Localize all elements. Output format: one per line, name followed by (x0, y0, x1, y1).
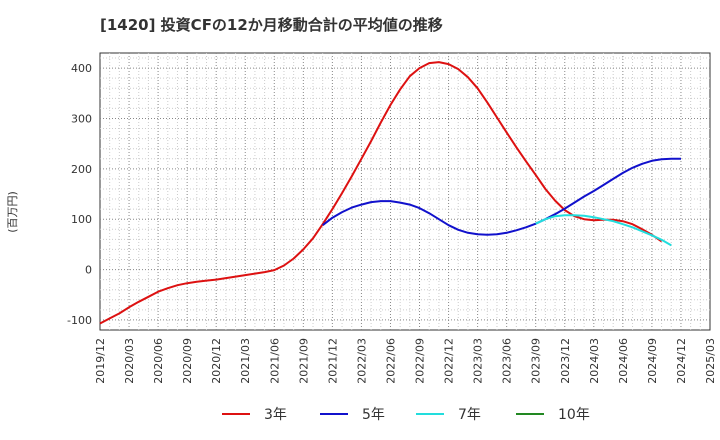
series-line (99, 61, 663, 325)
y-tick-label: 300 (71, 112, 92, 125)
legend: 3年 5年 7年 10年 (222, 407, 590, 423)
y-tick-label: 0 (85, 264, 92, 277)
chart-title: [1420] 投資CFの12か月移動合計の平均値の推移 (100, 16, 443, 34)
x-tick-label: 2023/09 (530, 338, 543, 384)
series-line (535, 214, 672, 247)
x-tick-label: 2022/03 (355, 338, 368, 384)
legend-label: 7年 (458, 407, 481, 423)
x-tick-label: 2021/09 (297, 338, 310, 384)
x-tick-label: 2024/12 (675, 338, 688, 384)
x-tick-label: 2021/03 (239, 338, 252, 384)
x-tick-label: 2022/06 (384, 338, 397, 384)
x-tick-label: 2021/12 (326, 338, 339, 384)
legend-label: 5年 (362, 407, 385, 423)
y-tick-label: 200 (71, 163, 92, 176)
x-tick-label: 2021/06 (268, 338, 281, 384)
legend-label: 3年 (264, 407, 287, 423)
x-tick-label: 2024/06 (617, 338, 630, 384)
x-tick-label: 2020/03 (123, 338, 136, 384)
y-tick-label: -100 (67, 314, 92, 327)
x-tick-label: 2020/12 (210, 338, 223, 384)
x-tick-label: 2022/09 (414, 338, 427, 384)
x-tick-label: 2022/12 (443, 338, 456, 384)
y-axis-label: (百万円) (6, 191, 19, 233)
y-tick-label: 100 (71, 213, 92, 226)
x-tick-label: 2024/03 (588, 338, 601, 384)
series-line (322, 157, 681, 236)
x-tick-label: 2023/06 (501, 338, 514, 384)
x-tick-label: 2025/03 (704, 338, 717, 384)
x-tick-label: 2023/12 (559, 338, 572, 384)
x-tick-label: 2019/12 (94, 338, 107, 384)
x-tick-label: 2020/06 (152, 338, 165, 384)
x-tick-label: 2020/09 (181, 338, 194, 384)
x-tick-label: 2023/03 (472, 338, 485, 384)
plot-area: -100 0 100 200 300 400 2019/12 2020/03 2020/06 20… (67, 52, 717, 384)
y-tick-label: 400 (71, 62, 92, 75)
x-tick-label: 2024/09 (646, 338, 659, 384)
legend-label: 10年 (558, 407, 590, 423)
plot-background (99, 52, 711, 331)
